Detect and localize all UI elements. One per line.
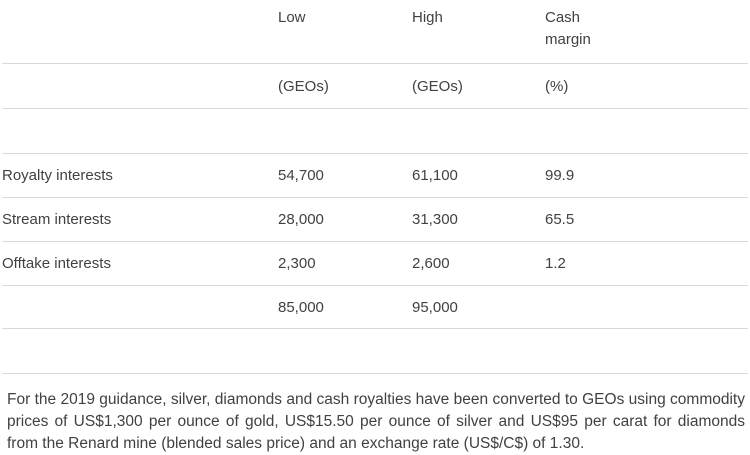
row-label: Royalty interests bbox=[2, 153, 278, 198]
cell-low: 54,700 bbox=[278, 153, 412, 198]
header-spacer-cell bbox=[2, 0, 278, 64]
col-header-cash-margin-label: Cash margin bbox=[545, 9, 591, 48]
cell-high: 31,300 bbox=[412, 197, 545, 242]
cell-cash-margin: 65.5 bbox=[545, 197, 748, 242]
col-header-cash-margin: Cash margin bbox=[545, 0, 748, 64]
table-units-row: (GEOs) (GEOs) (%) bbox=[2, 63, 748, 109]
row-label: Stream interests bbox=[2, 197, 278, 242]
totals-label-cell bbox=[2, 285, 278, 329]
totals-margin-cell bbox=[545, 285, 748, 329]
cell-low: 28,000 bbox=[278, 197, 412, 242]
cell-cash-margin: 1.2 bbox=[545, 241, 748, 286]
table-row-royalty-interests: Royalty interests 54,700 61,100 99.9 bbox=[2, 153, 748, 198]
spacer-row bbox=[2, 108, 748, 154]
spacer-row bbox=[2, 328, 748, 374]
row-label: Offtake interests bbox=[2, 241, 278, 286]
cell-cash-margin: 99.9 bbox=[545, 153, 748, 198]
table-row-offtake-interests: Offtake interests 2,300 2,600 1.2 bbox=[2, 241, 748, 286]
col-header-high: High bbox=[412, 0, 545, 64]
total-high: 95,000 bbox=[412, 285, 545, 329]
cell-high: 61,100 bbox=[412, 153, 545, 198]
cell-low: 2,300 bbox=[278, 241, 412, 286]
total-low: 85,000 bbox=[278, 285, 412, 329]
col-header-low: Low bbox=[278, 0, 412, 64]
units-spacer-cell bbox=[2, 63, 278, 109]
cell-high: 2,600 bbox=[412, 241, 545, 286]
table-totals-row: 85,000 95,000 bbox=[2, 285, 748, 329]
col-unit-cash-margin: (%) bbox=[545, 63, 748, 109]
footnote-text: For the 2019 guidance, silver, diamonds … bbox=[7, 391, 745, 452]
table-row-stream-interests: Stream interests 28,000 31,300 65.5 bbox=[2, 197, 748, 242]
guidance-table: Low High Cash margin (GEOs) (GEOs) (%) R… bbox=[2, 0, 748, 374]
col-unit-high: (GEOs) bbox=[412, 63, 545, 109]
table-header-row: Low High Cash margin bbox=[2, 0, 748, 64]
col-unit-low: (GEOs) bbox=[278, 63, 412, 109]
